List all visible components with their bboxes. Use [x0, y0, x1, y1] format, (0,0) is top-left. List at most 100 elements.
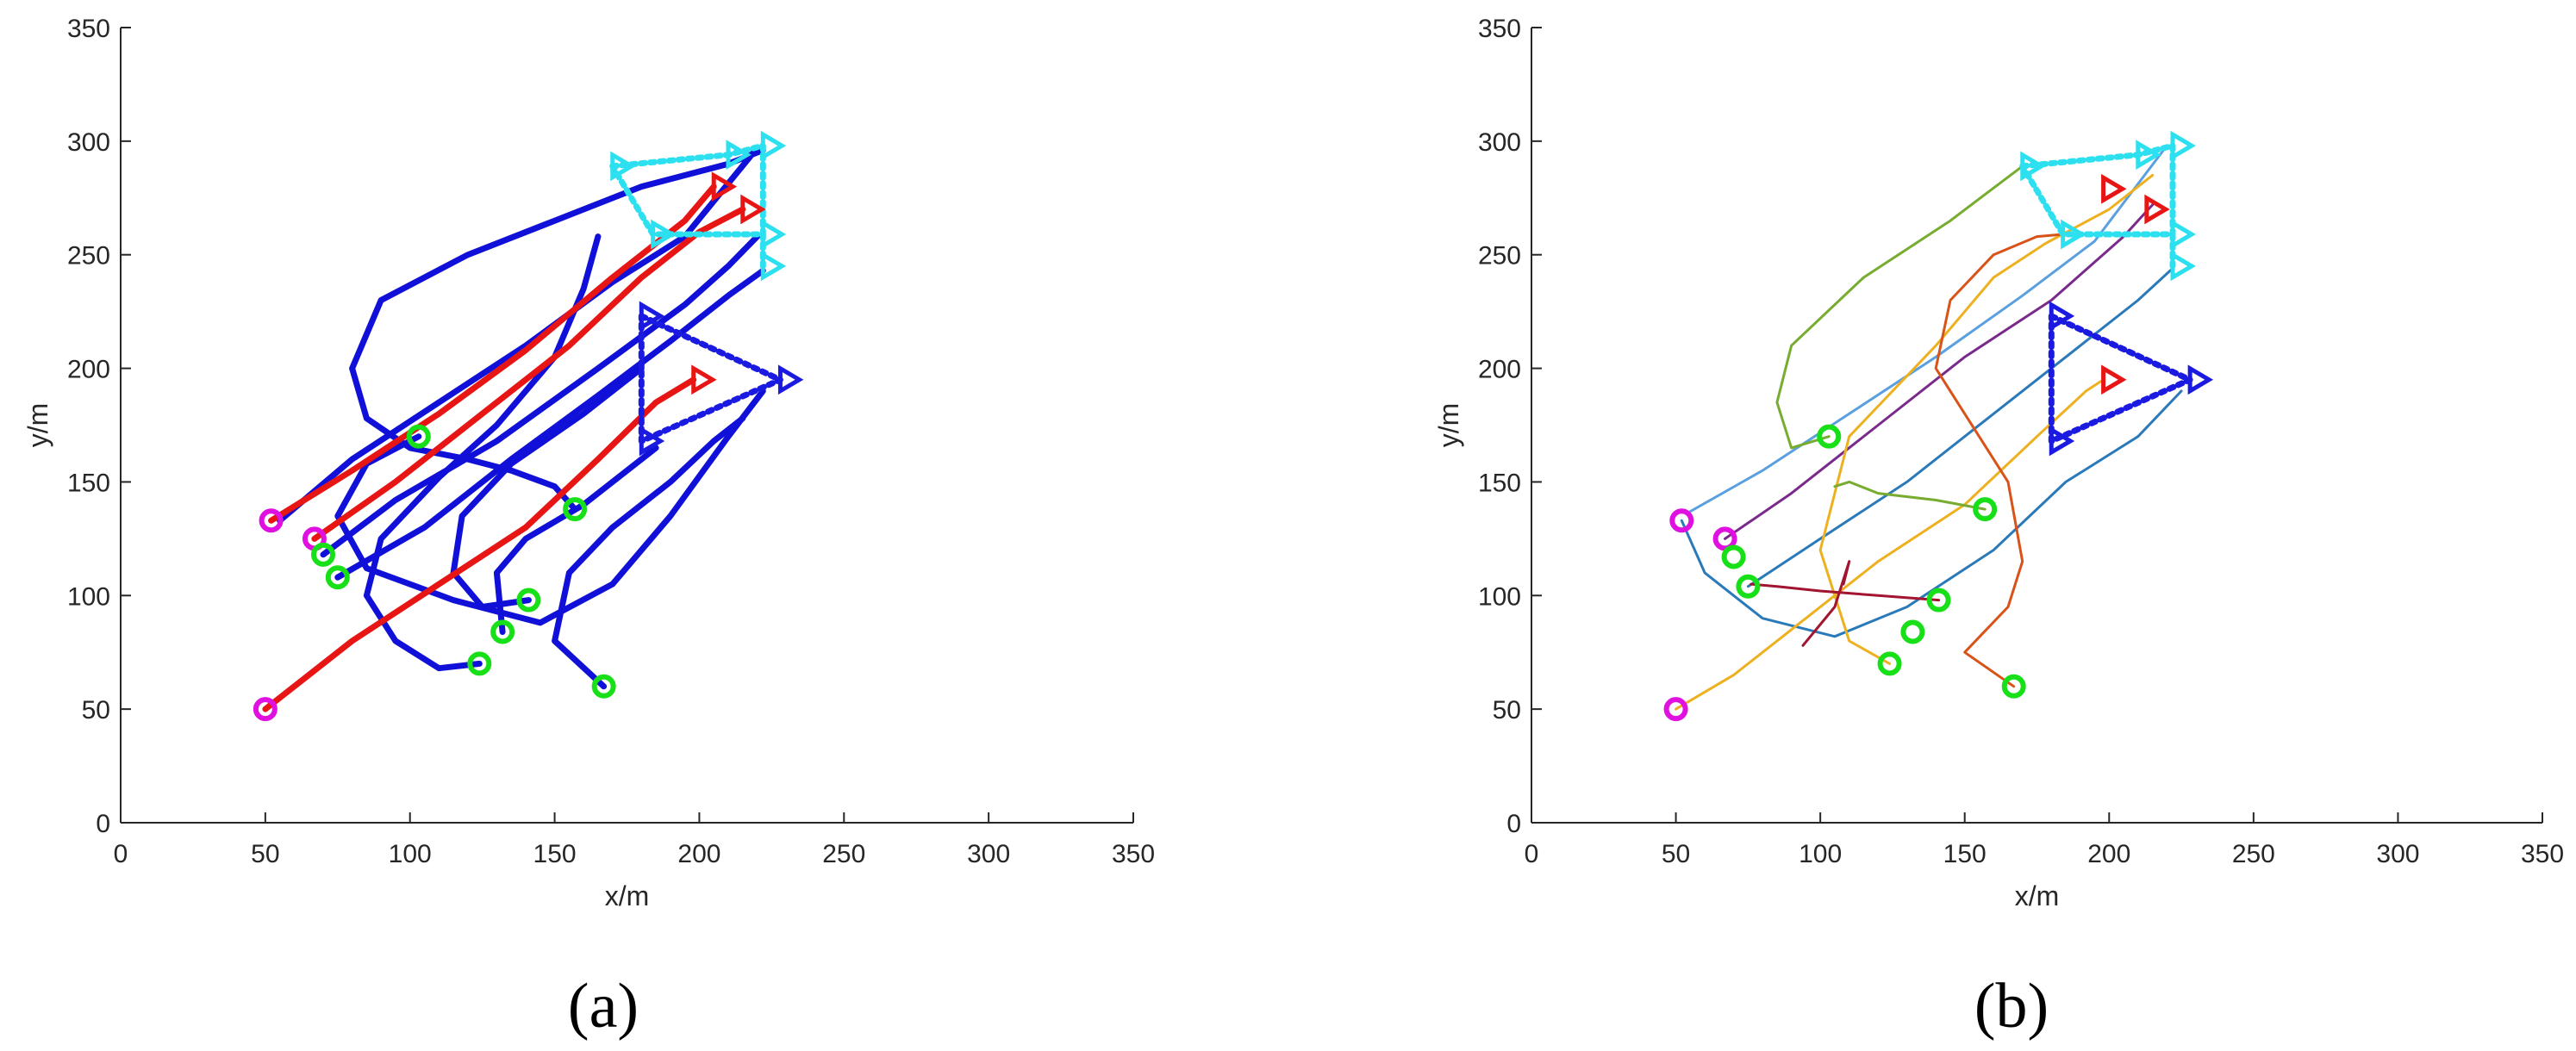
target-triangle-marker — [639, 426, 665, 457]
y-tick-label: 250 — [1478, 242, 1521, 271]
target-triangle-marker — [2187, 364, 2214, 395]
x-tick-label: 350 — [2521, 840, 2564, 868]
start-circle-marker — [591, 674, 616, 699]
target-triangle-marker — [2144, 194, 2170, 225]
start-circle-marker — [1721, 544, 1746, 569]
y-tick-label: 250 — [67, 242, 110, 271]
trajectory-line — [450, 365, 645, 610]
trajectory-line — [1746, 267, 2174, 588]
target-triangle-marker — [760, 251, 787, 282]
trajectory-line — [1934, 233, 2065, 688]
start-circle-marker — [1712, 526, 1737, 551]
target-triangle-marker — [691, 364, 717, 395]
start-circle-marker — [563, 497, 588, 522]
trajectory-line — [493, 445, 659, 635]
y-tick-label: 200 — [1478, 356, 1521, 384]
trajectory-line — [1801, 560, 1851, 647]
target-triangle-marker — [610, 151, 636, 182]
trajectory-line — [334, 267, 766, 581]
x-tick-label: 200 — [2087, 840, 2130, 868]
y-axis-label: y/m — [22, 403, 53, 448]
trajectory-line — [363, 233, 602, 672]
trajectory-line — [349, 146, 766, 513]
target-triangle-marker — [2101, 173, 2127, 204]
target-triangle-marker — [2170, 219, 2196, 250]
formation-line — [2019, 142, 2176, 238]
start-circle-marker — [516, 588, 541, 613]
target-triangle-marker — [2170, 130, 2196, 161]
y-tick-label: 300 — [67, 128, 110, 157]
y-tick-label: 300 — [1478, 128, 1521, 157]
start-circle-marker — [467, 651, 492, 676]
formation-line — [609, 142, 766, 238]
trajectory-line — [334, 388, 766, 626]
target-triangle-marker — [726, 140, 752, 171]
y-tick-label: 100 — [67, 582, 110, 611]
y-tick-label: 50 — [1493, 696, 1521, 725]
start-circle-marker — [490, 619, 515, 644]
target-triangle-marker — [2136, 140, 2161, 171]
start-circle-marker — [325, 565, 350, 590]
trajectory-line — [1680, 389, 2183, 638]
panel-label: (a) — [568, 971, 639, 1042]
start-circle-marker — [1669, 508, 1694, 533]
x-tick-label: 300 — [2376, 840, 2419, 868]
trajectory-line — [1833, 480, 1987, 511]
y-tick-label: 0 — [1506, 810, 1521, 838]
target-triangle-marker — [651, 219, 677, 250]
target-triangle-marker — [639, 301, 665, 332]
trajectory-line — [311, 206, 746, 542]
start-circle-marker — [1926, 588, 1951, 613]
y-tick-label: 100 — [1478, 582, 1521, 611]
target-triangle-marker — [777, 364, 804, 395]
y-tick-label: 150 — [67, 469, 110, 497]
y-tick-label: 150 — [1478, 469, 1521, 497]
start-circle-marker — [311, 542, 335, 567]
trajectory-line — [1675, 378, 2105, 711]
target-triangle-marker — [2101, 364, 2127, 395]
x-tick-label: 150 — [533, 840, 577, 868]
trajectory-line — [1688, 144, 2168, 513]
start-circle-marker — [2001, 674, 2026, 699]
target-triangle-marker — [760, 219, 787, 250]
x-axis-label: x/m — [605, 880, 650, 911]
target-triangle-marker — [2061, 219, 2086, 250]
panel-label: (b) — [1974, 971, 2049, 1042]
target-triangle-marker — [2170, 251, 2196, 282]
x-tick-label: 50 — [251, 840, 279, 868]
chart-panel-a: 0 50 100 150 200 250 300 350 0 50 100 150 200 250 300 3… — [22, 15, 1155, 1042]
start-circle-marker — [1736, 574, 1761, 599]
start-circle-marker — [1973, 497, 1998, 522]
target-triangle-marker — [2049, 426, 2075, 457]
x-tick-label: 350 — [1112, 840, 1155, 868]
formation-line — [638, 313, 783, 445]
y-axis-label: y/m — [1433, 403, 1464, 448]
y-tick-label: 350 — [67, 15, 110, 43]
formation-line — [2048, 313, 2193, 445]
start-circle-marker — [259, 508, 284, 533]
start-circle-marker — [1663, 697, 1688, 722]
x-tick-label: 150 — [1943, 840, 1987, 868]
trajectory-line — [320, 233, 761, 558]
x-axis-label: x/m — [2015, 880, 2060, 911]
x-tick-label: 250 — [822, 840, 865, 868]
start-circle-marker — [1900, 619, 1925, 644]
target-triangle-marker — [760, 130, 787, 161]
x-tick-label: 300 — [967, 840, 1010, 868]
start-circle-marker — [253, 697, 278, 722]
trajectory-line — [552, 415, 746, 690]
start-circle-marker — [406, 424, 431, 449]
y-tick-label: 350 — [1478, 15, 1521, 43]
y-tick-label: 50 — [82, 696, 110, 725]
trajectory-line — [1818, 173, 2155, 665]
trajectory-line — [268, 183, 717, 524]
x-tick-label: 100 — [1799, 840, 1842, 868]
target-triangle-marker — [2049, 301, 2075, 332]
x-tick-label: 0 — [114, 840, 128, 868]
trajectory-line — [262, 376, 697, 712]
x-tick-label: 50 — [1662, 840, 1690, 868]
chart-panel-b: 0 50 100 150 200 250 300 350 0 50 100 150 200 250 300 3… — [1433, 15, 2564, 1042]
target-triangle-marker — [711, 171, 738, 202]
start-circle-marker — [1877, 651, 1902, 676]
